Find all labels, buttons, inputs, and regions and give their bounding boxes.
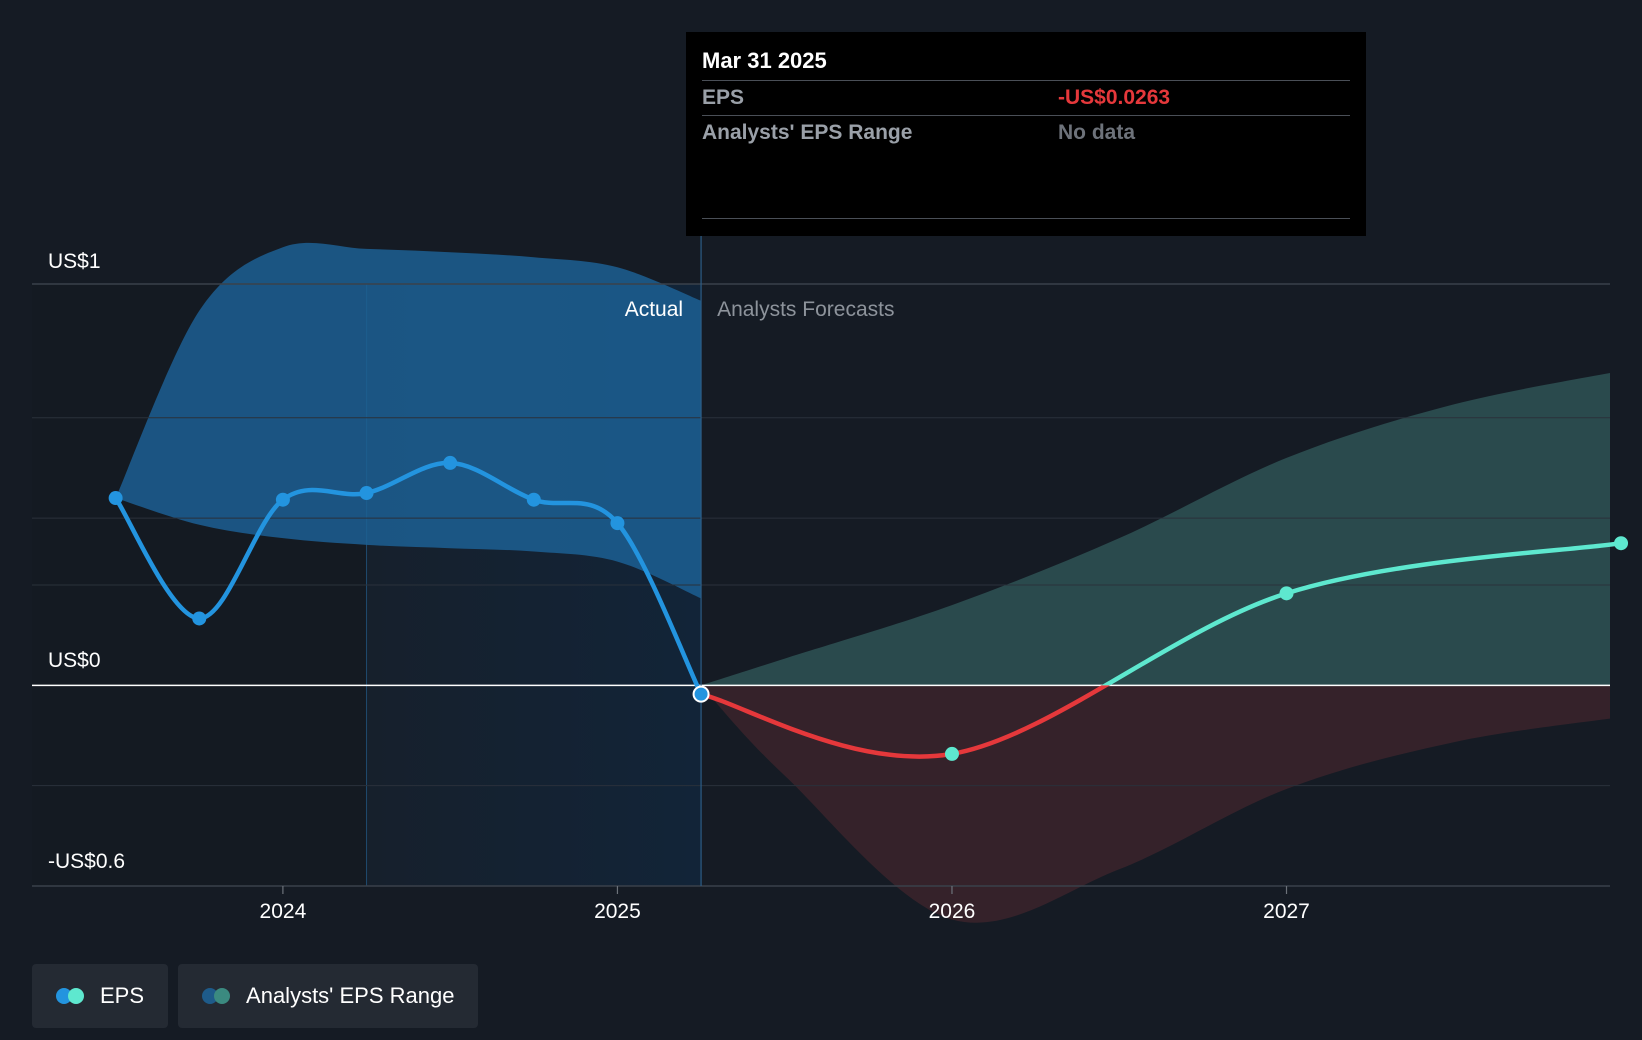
eps-point-actual-5 — [526, 492, 541, 507]
eps-point-actual-3 — [359, 486, 374, 501]
x-tick-label-2025: 2025 — [594, 900, 641, 923]
tooltip-row-eps: EPS -US$0.0263 — [702, 80, 1350, 115]
legend-range-label: Analysts' EPS Range — [246, 983, 455, 1008]
y-tick-label-1: US$0 — [48, 649, 101, 672]
eps-point-actual-2 — [275, 492, 290, 507]
eps-point-forecast-0 — [944, 746, 959, 761]
forecast-range-band-negative — [701, 685, 1610, 923]
tooltip-eps-value: -US$0.0263 — [1058, 86, 1171, 109]
x-tick-label-2026: 2026 — [929, 900, 976, 923]
tooltip-range-value: No data — [1058, 121, 1136, 144]
eps-point-actual-1 — [192, 611, 207, 626]
tooltip-divider — [702, 218, 1350, 219]
y-tick-label-2: -US$0.6 — [48, 850, 125, 873]
legend-range-swatch — [202, 988, 232, 1004]
eps-point-actual-0 — [108, 491, 123, 506]
actual-eps-range-band — [115, 242, 702, 599]
legend-eps-label: EPS — [100, 983, 145, 1008]
y-tick-label-0: US$1 — [48, 250, 101, 273]
tooltip-date: Mar 31 2025 — [702, 48, 827, 73]
eps-point-forecast-2 — [1614, 536, 1629, 551]
tooltip-range-label: Analysts' EPS Range — [702, 121, 913, 144]
tooltip-eps-label: EPS — [702, 86, 745, 109]
forecast-region-label: Analysts Forecasts — [717, 298, 894, 321]
eps-forecast-line-positive — [1101, 540, 1622, 686]
eps-forecast-line-negative — [700, 685, 1111, 759]
eps-point-forecast-1 — [1279, 586, 1294, 601]
legend-item-eps[interactable]: EPS — [32, 964, 169, 1028]
forecast-range-band-positive — [701, 373, 1610, 686]
eps-point-actual-6 — [610, 516, 625, 531]
legend: EPS Analysts' EPS Range — [32, 964, 479, 1028]
tooltip-row-range: Analysts' EPS Range No data — [702, 115, 1350, 150]
eps-point-actual-7 — [692, 685, 710, 703]
legend-eps-swatch — [56, 988, 86, 1004]
x-tick-label-2024: 2024 — [260, 900, 307, 923]
tooltip: Mar 31 2025 EPS -US$0.0263 Analysts' EPS… — [686, 32, 1366, 236]
eps-point-actual-4 — [443, 455, 458, 470]
x-tick-label-2027: 2027 — [1263, 900, 1310, 923]
legend-item-range[interactable]: Analysts' EPS Range — [178, 964, 479, 1028]
actual-region-label: Actual — [625, 298, 683, 321]
